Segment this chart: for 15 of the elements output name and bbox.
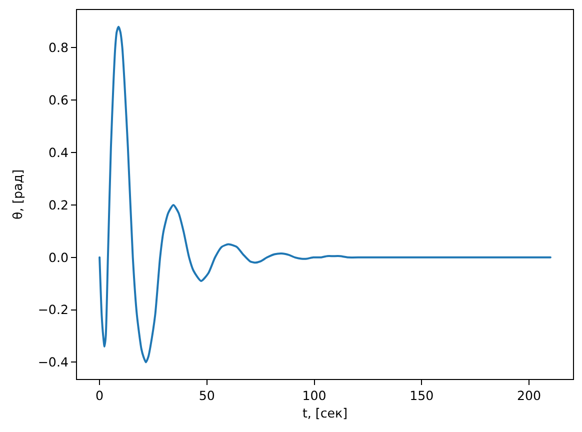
x-tick-label: 0 [96, 388, 104, 404]
y-tick-label: 0.4 [48, 144, 68, 160]
y-tick-label: −0.2 [38, 302, 68, 318]
x-axis-title: t, [сек] [302, 405, 348, 420]
y-tick-label: 0.0 [48, 250, 68, 265]
x-tick-label: 150 [410, 388, 434, 404]
x-tick-label: 200 [516, 388, 542, 404]
y-tick-label: 0.8 [48, 40, 68, 56]
line-series [98, 26, 552, 364]
x-tick-label: 100 [302, 388, 326, 404]
y-tick-label: −0.4 [38, 354, 68, 370]
y-tick-label: 0.6 [48, 92, 68, 108]
y-tick-label: 0.2 [48, 197, 68, 212]
x-tick-label: 50 [198, 388, 215, 404]
y-axis-title: θ, [рад] [10, 170, 25, 220]
